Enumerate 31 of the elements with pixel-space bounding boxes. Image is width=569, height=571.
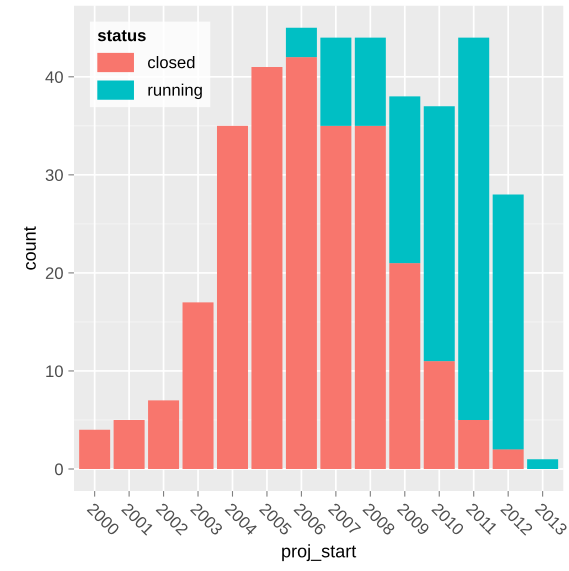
legend-label: closed (148, 56, 194, 68)
bar (389, 96, 420, 264)
bar (458, 38, 490, 420)
y-tick-label: 40 (45, 71, 63, 83)
bar (492, 194, 524, 450)
legend-title: status (98, 30, 146, 42)
y-tick-label: 10 (46, 365, 63, 378)
bar (424, 361, 455, 469)
y-tick-label: 20 (46, 267, 63, 280)
bar (492, 449, 524, 469)
x-axis-title: proj_start (282, 544, 356, 562)
y-tick-label: 0 (54, 463, 63, 476)
bar (114, 420, 145, 469)
bar (251, 66, 282, 469)
y-axis-title: count (24, 226, 36, 270)
bar (286, 57, 317, 469)
bar (320, 126, 352, 469)
bar (286, 28, 317, 58)
bar (354, 38, 386, 126)
legend-label: running (148, 84, 202, 100)
y-tick-label: 30 (46, 169, 63, 182)
bar (182, 302, 214, 469)
bar (79, 430, 110, 469)
bar (148, 400, 180, 469)
bar (458, 420, 490, 469)
bar (389, 263, 420, 469)
bar (424, 106, 455, 362)
bar (527, 459, 558, 469)
bar (216, 126, 248, 469)
bar (320, 38, 352, 126)
bar (354, 126, 386, 469)
